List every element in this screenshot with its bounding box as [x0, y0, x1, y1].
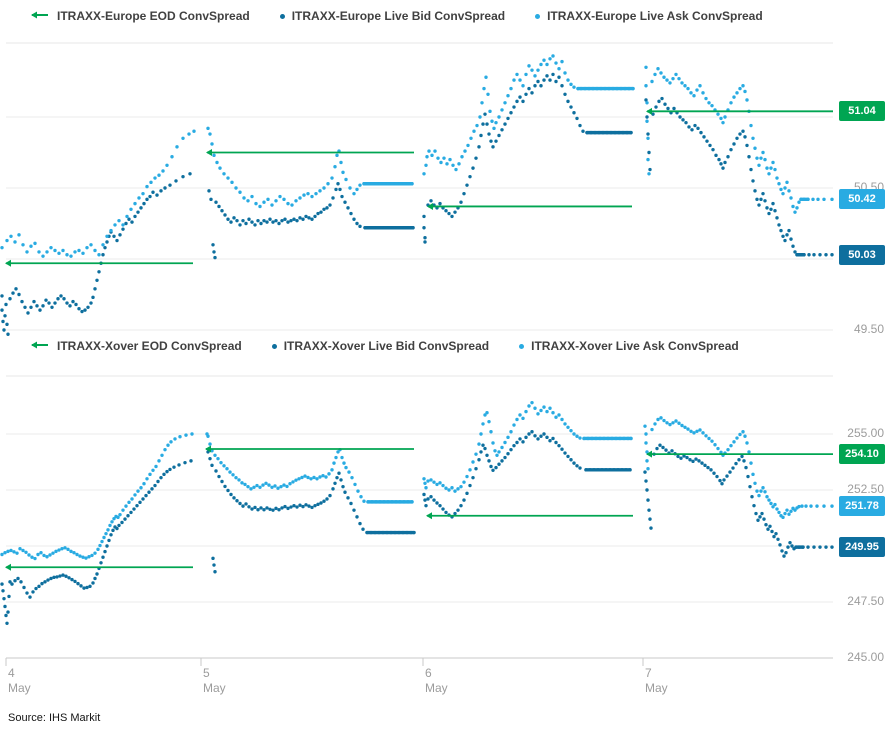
y-axis-label: 245.00	[847, 650, 884, 664]
legend-item-xover-ask[interactable]: ITRAXX-Xover Live Ask ConvSpread	[519, 339, 739, 353]
y-axis-label: 252.50	[847, 482, 884, 496]
legend-label: ITRAXX-Xover EOD ConvSpread	[57, 339, 242, 353]
x-axis-label: 5 May	[203, 666, 226, 695]
legend-label: ITRAXX-Europe EOD ConvSpread	[57, 9, 250, 23]
price-badge-bid: 50.03	[839, 244, 885, 265]
price-badge-ask: 251.78	[839, 496, 885, 517]
y-axis-label: 49.50	[853, 322, 884, 336]
eod-line-icon	[28, 7, 50, 25]
price-badge-eod: 51.04	[839, 101, 885, 122]
y-axis-label: 247.50	[847, 594, 884, 608]
legend-item-xover-bid[interactable]: ITRAXX-Xover Live Bid ConvSpread	[271, 339, 490, 353]
price-badge-ask: 50.42	[839, 189, 885, 210]
legend-item-europe-eod[interactable]: ITRAXX-Europe EOD ConvSpread	[28, 7, 250, 25]
legend-label: ITRAXX-Europe Live Bid ConvSpread	[291, 9, 506, 23]
legend-europe: ITRAXX-Europe EOD ConvSpread ITRAXX-Euro…	[28, 8, 763, 24]
ask-dot-icon	[519, 343, 525, 349]
legend-item-europe-bid[interactable]: ITRAXX-Europe Live Bid ConvSpread	[279, 9, 506, 23]
legend-item-europe-ask[interactable]: ITRAXX-Europe Live Ask ConvSpread	[535, 9, 763, 23]
x-axis-label: 4 May	[8, 666, 31, 695]
legend-label: ITRAXX-Xover Live Ask ConvSpread	[531, 339, 739, 353]
x-axis-label: 6 May	[425, 666, 448, 695]
price-badge-eod: 254.10	[839, 444, 885, 465]
eod-line-icon	[28, 337, 50, 355]
legend-xover: ITRAXX-Xover EOD ConvSpread ITRAXX-Xover…	[28, 338, 739, 354]
source-note: Source: IHS Markit	[8, 712, 101, 724]
price-badge-bid: 249.95	[839, 537, 885, 558]
y-axis-label: 255.00	[847, 426, 884, 440]
legend-item-xover-eod[interactable]: ITRAXX-Xover EOD ConvSpread	[28, 337, 242, 355]
x-axis-label: 7 May	[645, 666, 668, 695]
legend-label: ITRAXX-Xover Live Bid ConvSpread	[283, 339, 490, 353]
bid-dot-icon	[271, 343, 277, 349]
ask-dot-icon	[535, 13, 541, 19]
legend-label: ITRAXX-Europe Live Ask ConvSpread	[547, 9, 763, 23]
bid-dot-icon	[279, 13, 285, 19]
